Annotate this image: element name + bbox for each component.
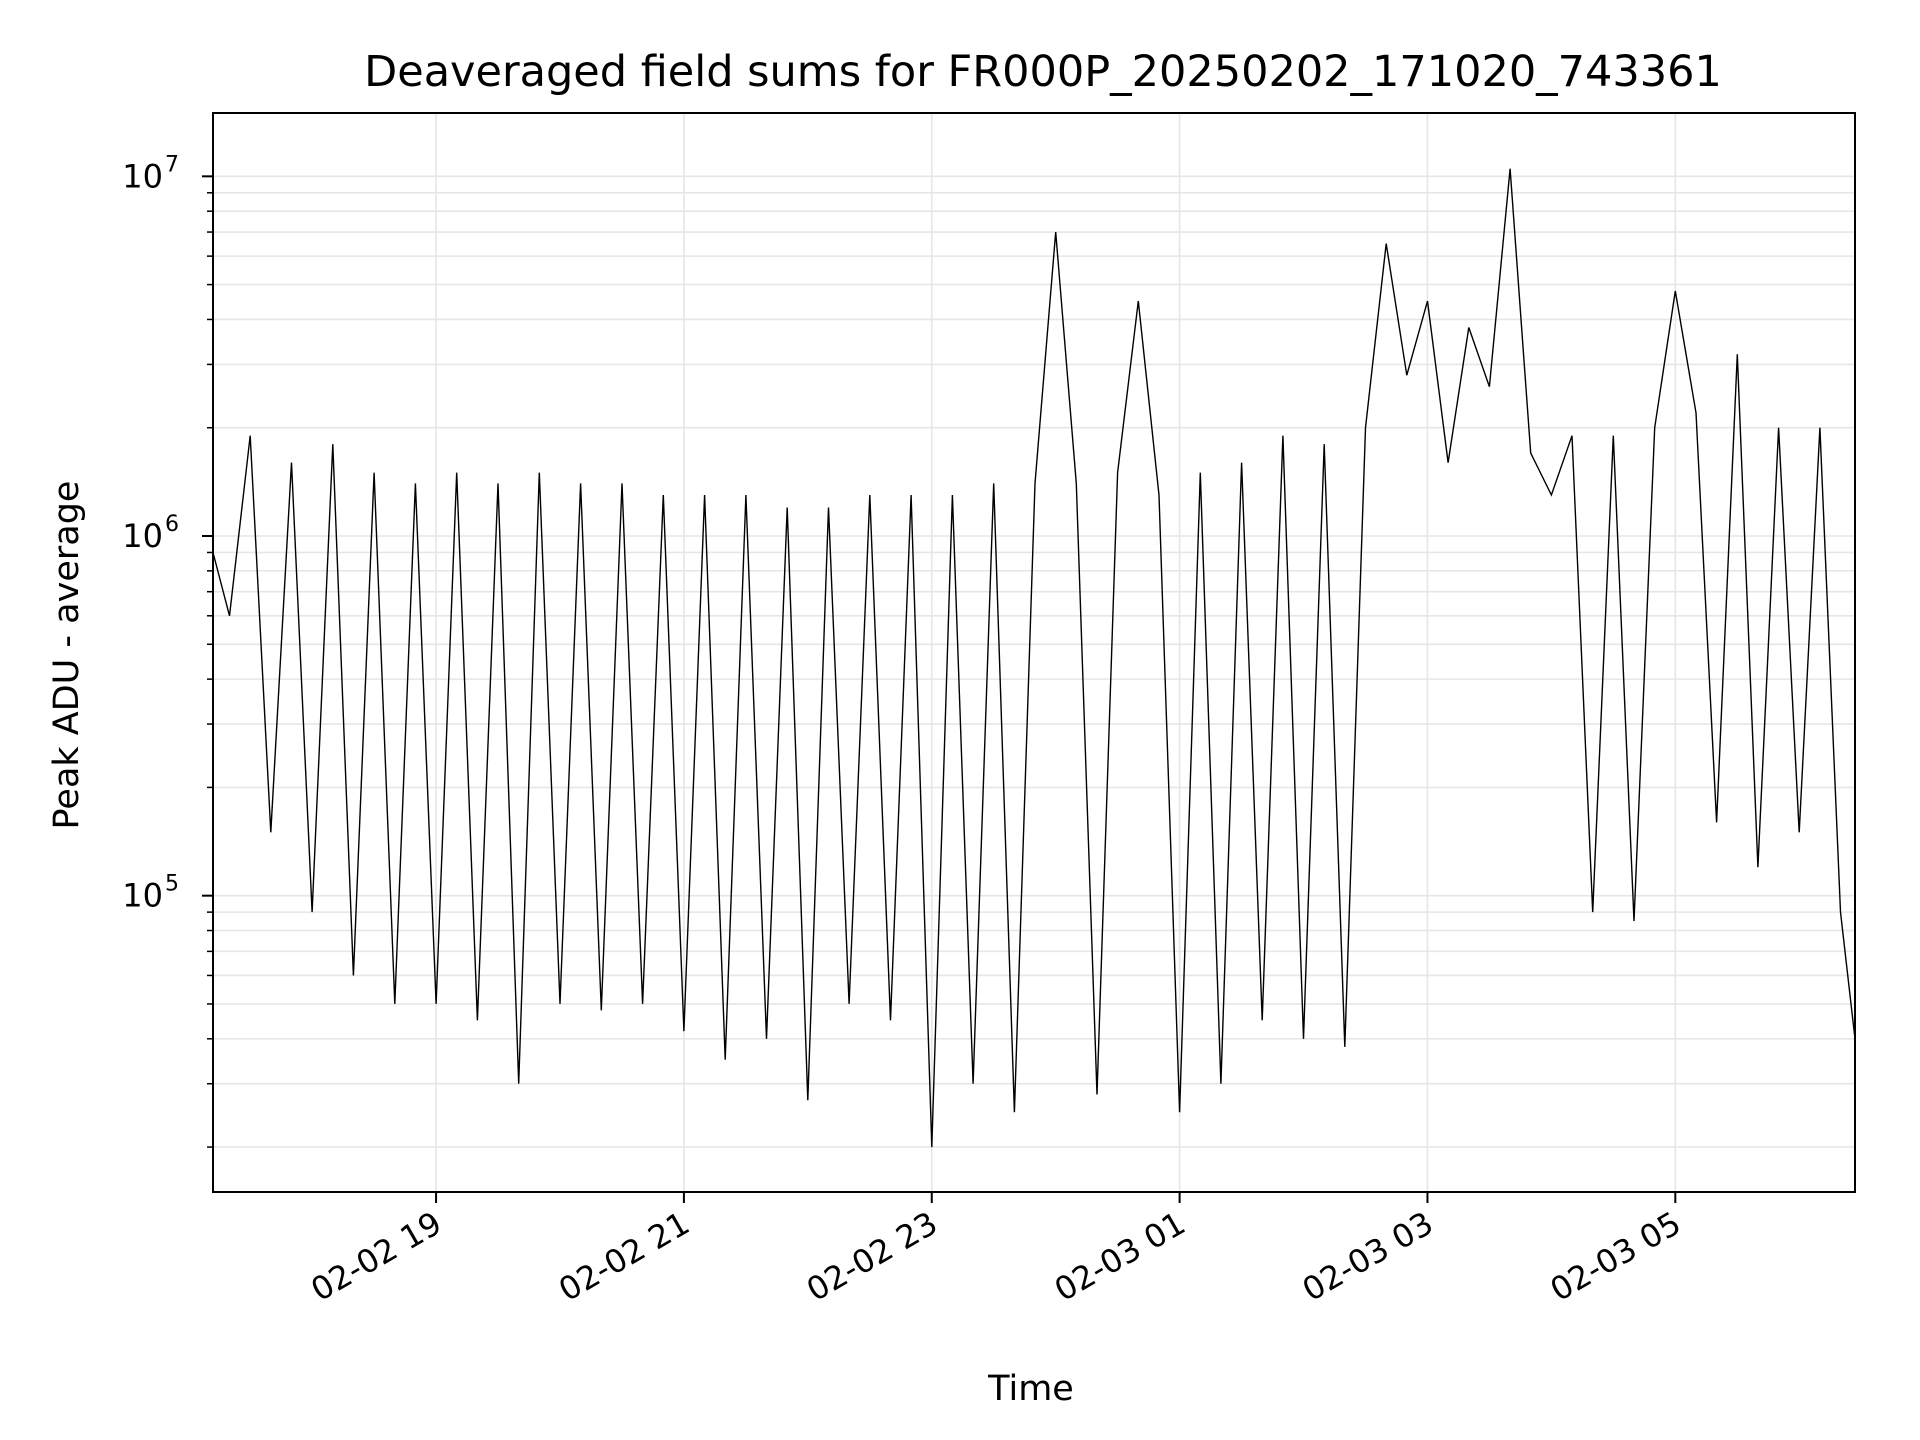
plot-frame <box>212 112 1856 1193</box>
y-axis-label: Peak ADU - average <box>47 481 87 830</box>
x-axis-label: Time <box>987 1369 1074 1409</box>
y-tick-label: 10 <box>122 517 163 555</box>
y-tick-label: 10 <box>122 877 163 915</box>
series-group <box>212 168 1856 1148</box>
x-gridlines <box>435 113 1677 1192</box>
y-tick-label: 10 <box>122 157 163 195</box>
y-tick-exponent: 7 <box>165 152 179 177</box>
y-tick-exponent: 6 <box>165 512 179 537</box>
chart-title: Deaveraged field sums for FR000P_2025020… <box>364 47 1722 97</box>
y-gridlines <box>213 175 1855 1148</box>
y-tick-exponent: 5 <box>165 872 179 897</box>
series-line-0 <box>212 168 1856 1148</box>
